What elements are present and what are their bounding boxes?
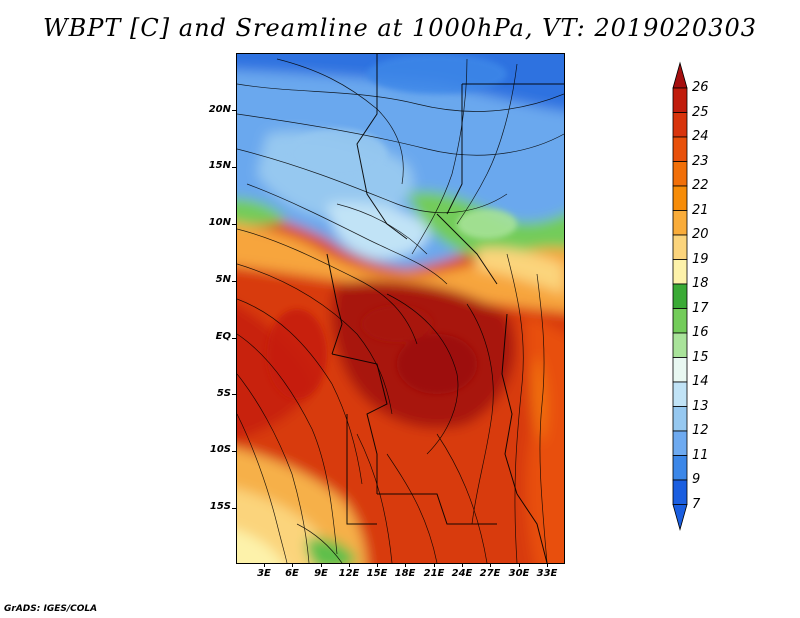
colorbar-label: 21	[692, 202, 709, 218]
colorbar-label: 7	[692, 496, 701, 512]
colorbar-label: 12	[692, 423, 709, 438]
colorbar-segment	[672, 308, 688, 334]
lat-tick	[232, 224, 236, 225]
lon-label: 30E	[508, 568, 530, 579]
lon-label: 24E	[451, 568, 473, 579]
lon-tick	[292, 563, 293, 567]
lat-label: 20N	[208, 104, 231, 115]
map-panel	[236, 53, 565, 564]
lon-label: 18E	[394, 568, 416, 579]
colorbar-label: 24	[692, 129, 709, 144]
lon-tick	[377, 563, 378, 567]
lon-tick	[264, 563, 265, 567]
colorbar-label: 16	[692, 325, 709, 340]
colorbar-label: 14	[692, 374, 709, 389]
lat-label: 10N	[208, 217, 231, 228]
lon-label: 15E	[366, 568, 388, 579]
lat-tick	[232, 167, 236, 168]
lon-label: 21E	[423, 568, 445, 579]
lon-tick	[434, 563, 435, 567]
colorbar-label: 18	[692, 276, 709, 291]
colorbar-label: 26	[692, 80, 709, 95]
colorbar-label: 9	[692, 472, 701, 487]
lon-tick	[547, 563, 548, 567]
country-borders	[326, 54, 564, 563]
colorbar-segment	[672, 161, 688, 187]
colorbar-segment	[672, 283, 688, 309]
lat-tick	[232, 338, 236, 339]
lat-label: 15N	[208, 160, 231, 171]
colorbar-segment	[672, 357, 688, 383]
colorbar-label: 17	[692, 300, 709, 316]
colorbar-label: 20	[692, 227, 709, 242]
colorbar-bottom-arrow	[672, 504, 688, 531]
lat-label: 10S	[209, 444, 231, 455]
colorbar-label: 11	[692, 447, 709, 463]
colorbar-top-arrow	[672, 61, 688, 89]
colorbar-label: 15	[692, 349, 709, 365]
colorbar-segment	[672, 430, 688, 456]
colorbar-segment	[672, 332, 688, 358]
colorbar-label: 13	[692, 398, 709, 414]
wbpt-field	[237, 54, 564, 563]
colorbar-segment	[672, 87, 688, 113]
lat-label: 15S	[209, 501, 231, 512]
lat-label: 5S	[216, 388, 231, 399]
footer-credit: GrADS: IGES/COLA	[4, 604, 98, 614]
colorbar-segment	[672, 259, 688, 285]
lon-label: 27E	[479, 568, 501, 579]
map-title: WBPT [C] and Sreamline at 1000hPa, VT: 2…	[42, 14, 758, 42]
colorbar-segment	[672, 234, 688, 260]
streamlines	[237, 58, 564, 563]
lon-label: 33E	[536, 568, 558, 579]
lat-tick	[232, 451, 236, 452]
lon-label: 3E	[257, 568, 271, 579]
colorbar-label: 22	[692, 178, 709, 193]
colorbar-segment	[672, 210, 688, 236]
colorbar-segment	[672, 185, 688, 211]
lon-tick	[321, 563, 322, 567]
colorbar-segment	[672, 112, 688, 138]
lon-tick	[519, 563, 520, 567]
colorbar-segment	[672, 455, 688, 481]
colorbar-label: 25	[692, 104, 709, 120]
lat-label: 5N	[215, 274, 231, 285]
lat-tick	[232, 281, 236, 282]
colorbar-segment	[672, 136, 688, 162]
lon-tick	[490, 563, 491, 567]
lon-label: 6E	[285, 568, 299, 579]
lon-label: 9E	[314, 568, 328, 579]
lon-tick	[349, 563, 350, 567]
colorbar-label: 23	[692, 153, 709, 169]
lat-tick	[232, 394, 236, 395]
lon-label: 12E	[338, 568, 360, 579]
colorbar-segment	[672, 479, 688, 505]
colorbar-label: 19	[692, 251, 709, 267]
lon-tick	[462, 563, 463, 567]
colorbar-segment	[672, 381, 688, 407]
lat-tick	[232, 508, 236, 509]
lat-tick	[232, 110, 236, 111]
lon-tick	[405, 563, 406, 567]
colorbar-segment	[672, 406, 688, 432]
lat-label: EQ	[215, 331, 231, 342]
colorbar	[672, 61, 688, 531]
